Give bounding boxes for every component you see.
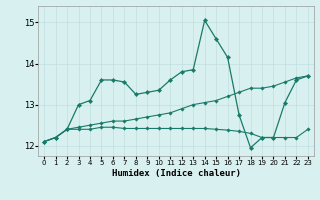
X-axis label: Humidex (Indice chaleur): Humidex (Indice chaleur) (111, 169, 241, 178)
